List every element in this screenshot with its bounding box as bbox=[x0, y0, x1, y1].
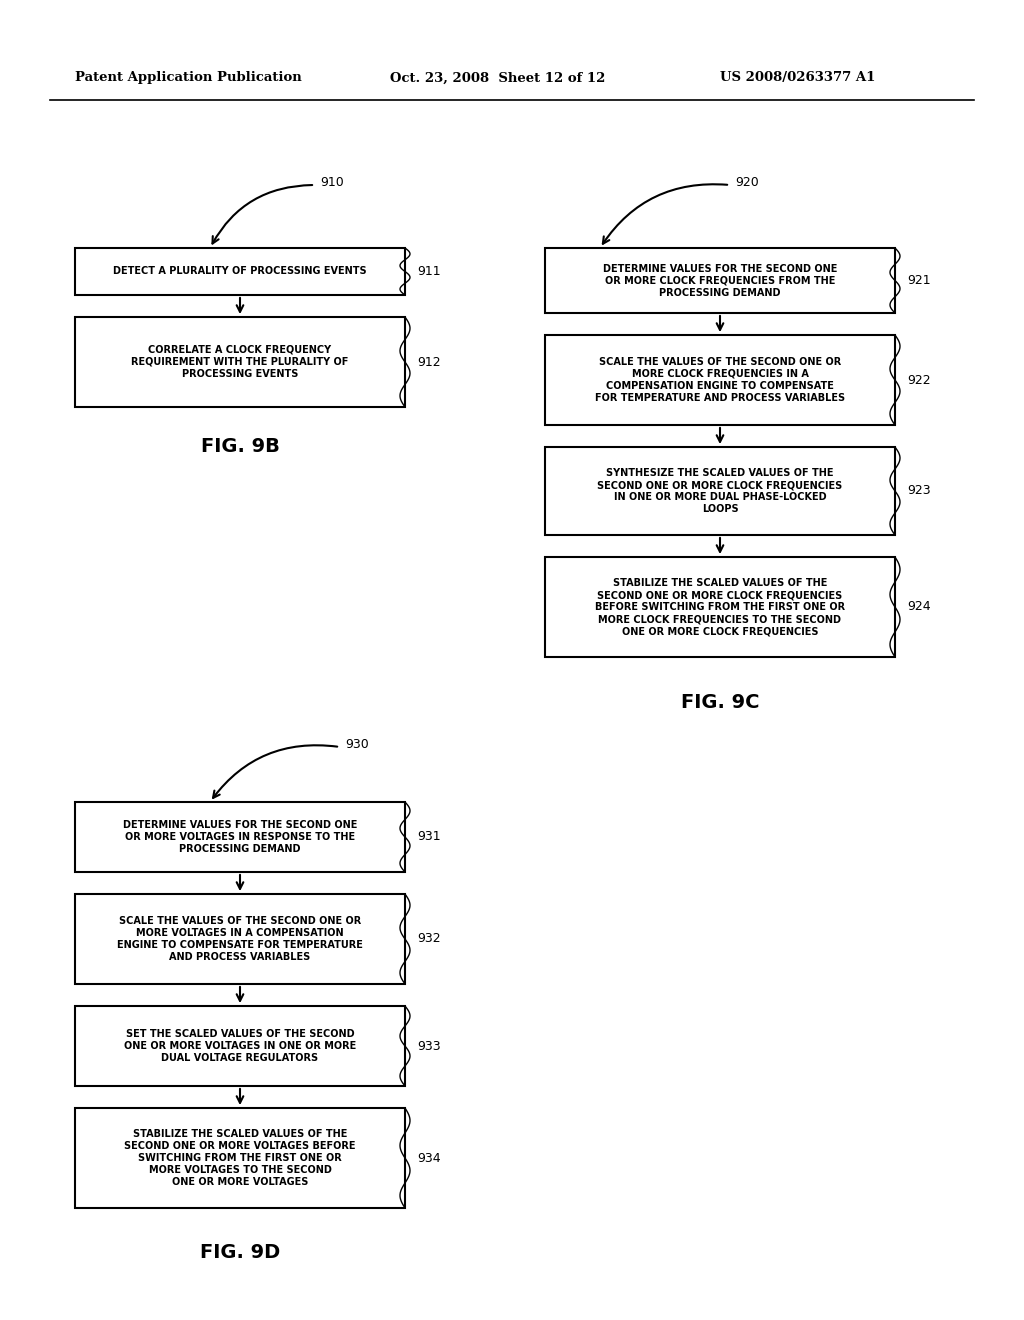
Text: Patent Application Publication: Patent Application Publication bbox=[75, 71, 302, 84]
Text: SCALE THE VALUES OF THE SECOND ONE OR
MORE CLOCK FREQUENCIES IN A
COMPENSATION E: SCALE THE VALUES OF THE SECOND ONE OR MO… bbox=[595, 356, 845, 403]
Bar bbox=[545, 335, 895, 425]
Text: 932: 932 bbox=[417, 932, 440, 945]
Text: CORRELATE A CLOCK FREQUENCY
REQUIREMENT WITH THE PLURALITY OF
PROCESSING EVENTS: CORRELATE A CLOCK FREQUENCY REQUIREMENT … bbox=[131, 345, 349, 379]
Bar bbox=[75, 1107, 406, 1208]
Text: 911: 911 bbox=[417, 265, 440, 279]
Text: STABILIZE THE SCALED VALUES OF THE
SECOND ONE OR MORE CLOCK FREQUENCIES
BEFORE S: STABILIZE THE SCALED VALUES OF THE SECON… bbox=[595, 578, 845, 636]
Bar bbox=[75, 803, 406, 873]
Text: 910: 910 bbox=[319, 176, 344, 189]
Text: US 2008/0263377 A1: US 2008/0263377 A1 bbox=[720, 71, 876, 84]
Text: SYNTHESIZE THE SCALED VALUES OF THE
SECOND ONE OR MORE CLOCK FREQUENCIES
IN ONE : SYNTHESIZE THE SCALED VALUES OF THE SECO… bbox=[597, 469, 843, 513]
Bar bbox=[545, 557, 895, 657]
Text: 923: 923 bbox=[907, 484, 931, 498]
Bar bbox=[75, 248, 406, 294]
Text: 920: 920 bbox=[735, 176, 759, 189]
Bar bbox=[75, 317, 406, 407]
Text: 921: 921 bbox=[907, 275, 931, 286]
Bar bbox=[75, 894, 406, 983]
Text: FIG. 9C: FIG. 9C bbox=[681, 693, 759, 711]
Text: 922: 922 bbox=[907, 374, 931, 387]
Text: 931: 931 bbox=[417, 830, 440, 843]
Text: FIG. 9B: FIG. 9B bbox=[201, 437, 280, 457]
Bar bbox=[75, 1006, 406, 1086]
Text: 930: 930 bbox=[345, 738, 369, 751]
Text: 934: 934 bbox=[417, 1151, 440, 1164]
Text: DETERMINE VALUES FOR THE SECOND ONE
OR MORE CLOCK FREQUENCIES FROM THE
PROCESSIN: DETERMINE VALUES FOR THE SECOND ONE OR M… bbox=[603, 264, 838, 297]
Text: SET THE SCALED VALUES OF THE SECOND
ONE OR MORE VOLTAGES IN ONE OR MORE
DUAL VOL: SET THE SCALED VALUES OF THE SECOND ONE … bbox=[124, 1030, 356, 1063]
Text: 933: 933 bbox=[417, 1040, 440, 1052]
Text: DETECT A PLURALITY OF PROCESSING EVENTS: DETECT A PLURALITY OF PROCESSING EVENTS bbox=[114, 267, 367, 276]
Text: 924: 924 bbox=[907, 601, 931, 614]
Bar bbox=[545, 248, 895, 313]
Text: DETERMINE VALUES FOR THE SECOND ONE
OR MORE VOLTAGES IN RESPONSE TO THE
PROCESSI: DETERMINE VALUES FOR THE SECOND ONE OR M… bbox=[123, 820, 357, 854]
Text: Oct. 23, 2008  Sheet 12 of 12: Oct. 23, 2008 Sheet 12 of 12 bbox=[390, 71, 605, 84]
Text: FIG. 9D: FIG. 9D bbox=[200, 1243, 281, 1262]
Text: 912: 912 bbox=[417, 355, 440, 368]
Text: STABILIZE THE SCALED VALUES OF THE
SECOND ONE OR MORE VOLTAGES BEFORE
SWITCHING : STABILIZE THE SCALED VALUES OF THE SECON… bbox=[124, 1129, 355, 1187]
Text: SCALE THE VALUES OF THE SECOND ONE OR
MORE VOLTAGES IN A COMPENSATION
ENGINE TO : SCALE THE VALUES OF THE SECOND ONE OR MO… bbox=[117, 916, 362, 962]
Bar bbox=[545, 447, 895, 535]
